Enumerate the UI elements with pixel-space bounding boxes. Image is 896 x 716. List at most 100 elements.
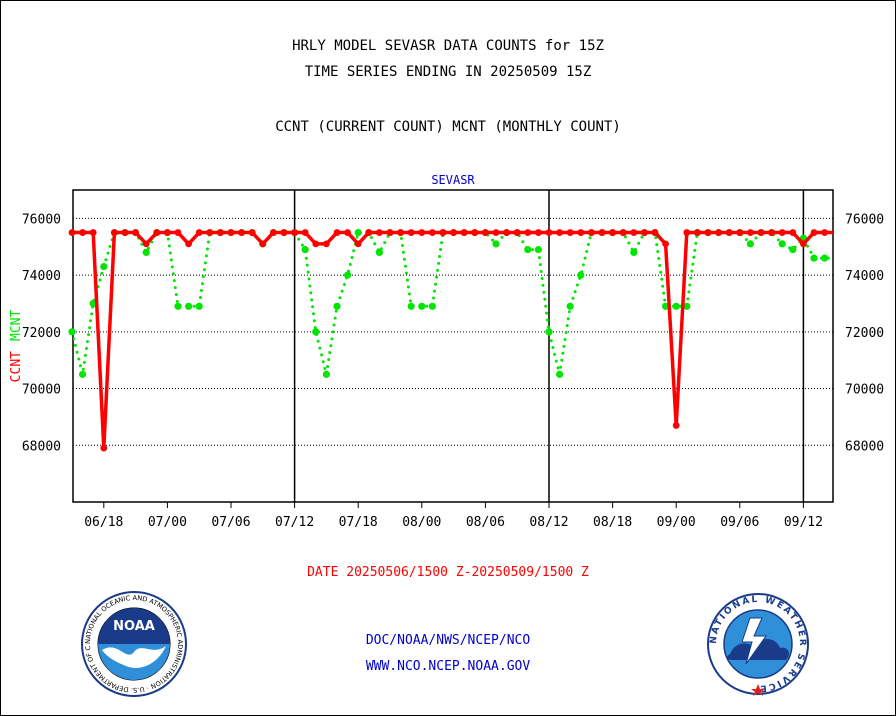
data-point-ccnt: [683, 229, 691, 236]
y-tick-label-left: 76000: [22, 212, 61, 227]
data-point-ccnt: [323, 240, 330, 248]
chart-title: SEVASR: [431, 173, 475, 187]
data-point-mcnt: [185, 302, 193, 310]
data-point-mcnt: [534, 245, 543, 254]
data-point-ccnt: [619, 229, 627, 236]
data-point-ccnt: [407, 229, 415, 236]
data-point-mcnt: [333, 302, 341, 310]
data-point-ccnt: [164, 229, 171, 236]
y-tick-label-left: 72000: [22, 326, 61, 341]
data-point-ccnt: [291, 229, 298, 236]
data-point-mcnt: [577, 271, 585, 279]
x-tick-label: 07/12: [275, 515, 314, 530]
data-point-ccnt: [535, 229, 542, 236]
data-point-ccnt: [397, 229, 404, 236]
title-line-1: HRLY MODEL SEVASR DATA COUNTS for 15Z: [292, 38, 604, 54]
data-point-ccnt: [556, 229, 563, 236]
data-point-mcnt: [428, 302, 436, 310]
data-point-ccnt: [280, 229, 288, 236]
data-point-mcnt: [492, 240, 500, 248]
y-tick-label-left: 70000: [22, 383, 61, 398]
data-point-ccnt: [185, 240, 193, 248]
x-tick-label: 09/00: [657, 515, 696, 530]
data-point-ccnt: [524, 229, 532, 236]
data-point-ccnt: [195, 229, 203, 236]
y-tick-label-left: 68000: [22, 439, 61, 454]
data-point-ccnt: [471, 229, 479, 236]
data-point-ccnt: [418, 229, 426, 236]
y-label-mcnt: MCNT: [9, 310, 24, 341]
data-point-mcnt: [354, 228, 362, 237]
data-point-ccnt: [132, 229, 140, 236]
data-point-ccnt: [609, 229, 616, 236]
data-point-mcnt: [195, 302, 203, 310]
y-tick-label-left: 74000: [22, 269, 61, 284]
data-point-ccnt: [810, 229, 818, 236]
data-point-mcnt: [789, 245, 797, 254]
y-axis-label: CCNT MCNT: [9, 310, 24, 383]
data-point-ccnt: [344, 229, 351, 236]
data-point-mcnt: [524, 245, 532, 254]
data-point-mcnt: [545, 328, 553, 336]
data-point-ccnt: [789, 229, 797, 236]
noaa-logo-text: NOAA: [113, 619, 155, 634]
data-point-ccnt: [630, 229, 638, 236]
data-point-ccnt: [651, 229, 659, 236]
data-point-ccnt: [598, 229, 606, 236]
data-point-ccnt: [641, 229, 648, 236]
data-point-ccnt: [725, 229, 733, 236]
data-point-mcnt: [375, 248, 383, 256]
noaa-logo: NATIONAL OCEANIC AND ATMOSPHERIC ADMINIS…: [80, 590, 187, 697]
data-point-ccnt: [778, 229, 786, 236]
date-range-label: DATE 20250506/1500 Z-20250509/1500 Z: [307, 565, 589, 580]
data-point-mcnt: [322, 370, 330, 378]
y-tick-label-right: 68000: [845, 439, 884, 454]
x-tick-label: 07/18: [339, 515, 378, 530]
data-point-mcnt: [174, 302, 182, 310]
data-point-ccnt: [545, 229, 553, 236]
data-point-mcnt: [418, 302, 426, 310]
data-point-ccnt: [439, 229, 447, 236]
data-point-ccnt: [577, 229, 585, 236]
data-point-ccnt: [153, 229, 161, 236]
data-point-ccnt: [704, 229, 712, 236]
url-line: WWW.NCO.NCEP.NOAA.GOV: [365, 659, 531, 674]
plot-border: [72, 189, 834, 503]
data-point-ccnt: [662, 240, 669, 248]
nws-logo: NATIONAL WEATHER SERVICE: [707, 593, 809, 696]
data-point-ccnt: [672, 422, 680, 429]
data-point-ccnt: [248, 229, 256, 236]
data-point-ccnt: [757, 229, 765, 236]
y-tick-label-right: 72000: [845, 326, 884, 341]
x-tick-label: 07/00: [148, 515, 187, 530]
data-point-ccnt: [566, 229, 574, 236]
x-tick-label: 08/12: [529, 515, 568, 530]
data-point-ccnt: [821, 229, 828, 236]
data-point-ccnt: [142, 240, 150, 248]
data-point-ccnt: [238, 229, 246, 236]
data-point-ccnt: [747, 229, 754, 236]
y-tick-label-right: 76000: [845, 212, 884, 227]
x-tick-label: 08/18: [593, 515, 632, 530]
data-point-ccnt: [121, 229, 129, 236]
data-point-mcnt: [79, 370, 87, 378]
data-point-ccnt: [588, 229, 595, 236]
data-point-ccnt: [333, 229, 341, 236]
data-point-ccnt: [482, 229, 489, 236]
data-point-ccnt: [206, 229, 214, 236]
data-point-mcnt: [566, 302, 574, 310]
data-point-ccnt: [100, 444, 108, 452]
data-point-mcnt: [556, 370, 564, 378]
data-point-ccnt: [503, 229, 510, 236]
data-point-mcnt: [344, 271, 352, 279]
x-tick-label: 08/06: [466, 515, 505, 530]
data-point-ccnt: [89, 229, 97, 236]
y-tick-label-right: 70000: [845, 383, 884, 398]
data-point-ccnt: [312, 240, 320, 248]
data-point-ccnt: [301, 229, 309, 236]
data-point-ccnt: [513, 229, 521, 236]
data-point-mcnt: [683, 302, 691, 310]
data-point-ccnt: [354, 240, 362, 248]
data-point-ccnt: [460, 229, 468, 236]
